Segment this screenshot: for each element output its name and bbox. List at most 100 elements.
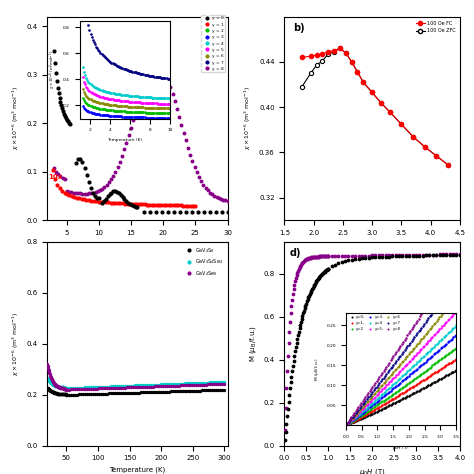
Point	[131, 389, 138, 396]
Point	[307, 288, 314, 296]
Point	[45, 365, 52, 373]
Point	[60, 383, 67, 391]
Point	[62, 391, 69, 398]
Point	[115, 384, 123, 392]
Point	[119, 384, 127, 392]
Point	[153, 388, 160, 396]
Point	[389, 251, 396, 259]
Point	[97, 384, 105, 392]
Point	[133, 389, 140, 396]
Point	[283, 420, 290, 428]
X-axis label: Temperature (K): Temperature (K)	[109, 467, 165, 474]
Text: b): b)	[293, 23, 305, 33]
Point	[56, 384, 64, 392]
Point	[63, 190, 71, 198]
Point	[301, 256, 309, 264]
Point	[348, 252, 356, 260]
Point	[52, 389, 59, 397]
Point	[177, 387, 184, 395]
X-axis label: Temperature (K): Temperature (K)	[109, 242, 165, 248]
Point	[301, 304, 309, 312]
Point	[119, 193, 127, 201]
Point	[157, 383, 164, 390]
Point	[56, 390, 64, 398]
Point	[137, 383, 145, 391]
Point	[81, 385, 89, 393]
Point	[44, 384, 52, 392]
Point	[429, 252, 437, 259]
Point	[310, 281, 318, 289]
Point	[66, 120, 73, 128]
Point	[60, 107, 67, 115]
Point	[55, 383, 63, 391]
Point	[99, 384, 107, 392]
Point	[315, 274, 322, 282]
Point	[53, 390, 60, 397]
Point	[65, 386, 73, 393]
Point	[170, 209, 178, 216]
Point	[48, 388, 56, 395]
Point	[139, 382, 146, 389]
Point	[107, 383, 115, 390]
Point	[101, 383, 109, 391]
Point	[47, 387, 55, 395]
Point	[55, 383, 63, 391]
Point	[95, 390, 103, 398]
Point	[109, 390, 117, 397]
Point	[182, 202, 190, 210]
Point	[56, 383, 64, 391]
Point	[282, 428, 289, 436]
Point	[172, 201, 180, 209]
Point	[121, 200, 129, 208]
Point	[67, 386, 75, 393]
Text: d): d)	[290, 248, 301, 258]
Point	[192, 379, 200, 387]
Point	[107, 390, 115, 397]
Point	[192, 387, 200, 394]
Point	[54, 383, 62, 390]
Point	[316, 273, 324, 280]
Point	[99, 390, 107, 398]
Point	[145, 388, 153, 396]
Point	[405, 252, 413, 260]
Point	[210, 386, 218, 394]
Point	[54, 181, 61, 188]
Point	[46, 386, 54, 394]
Point	[331, 252, 339, 260]
Point	[319, 269, 327, 277]
Point	[57, 383, 64, 391]
Point	[93, 194, 100, 201]
Point	[215, 386, 222, 394]
Point	[358, 252, 366, 259]
Point	[282, 404, 289, 411]
Point	[45, 366, 53, 374]
Point	[51, 382, 59, 390]
Point	[395, 253, 403, 260]
Point	[304, 296, 311, 303]
Point	[313, 276, 321, 284]
Point	[46, 371, 54, 379]
Point	[319, 253, 326, 260]
Point	[55, 383, 62, 391]
Point	[219, 380, 226, 388]
Point	[55, 390, 62, 398]
Point	[185, 380, 192, 387]
Point	[59, 391, 66, 398]
Point	[50, 382, 58, 389]
Point	[46, 377, 53, 385]
Text: 10x: 10x	[49, 174, 63, 180]
Point	[60, 384, 68, 392]
Point	[57, 384, 64, 392]
Point	[283, 367, 291, 375]
Point	[310, 253, 318, 261]
Point	[47, 374, 55, 382]
Point	[155, 388, 163, 396]
Point	[82, 196, 90, 204]
Point	[44, 374, 51, 382]
Point	[100, 198, 107, 206]
Point	[57, 383, 65, 391]
Point	[182, 382, 190, 389]
Point	[295, 265, 302, 273]
Point	[113, 384, 120, 392]
Point	[51, 389, 58, 397]
